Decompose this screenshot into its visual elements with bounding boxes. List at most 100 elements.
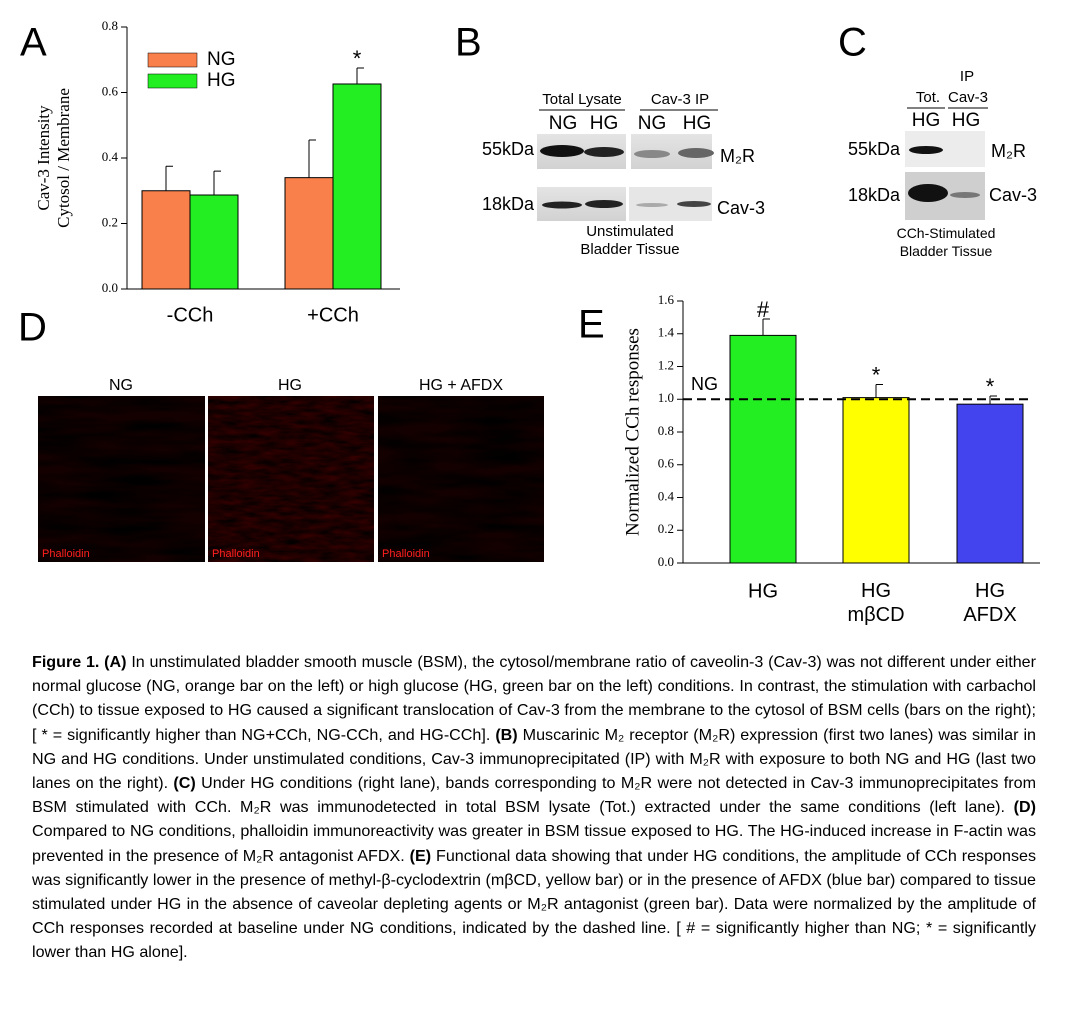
x-tick-label: +CCh bbox=[307, 304, 359, 326]
bar-chart: 0.0 0.2 0.4 0.6 0.8 1.0 1.2 1.4 1.6 Normalized CC… bbox=[622, 292, 1040, 626]
band bbox=[585, 200, 623, 208]
images-d: NG HG HG + AFDX Phalloidin Phalloidin Ph… bbox=[38, 377, 544, 562]
lane-label: NG bbox=[549, 113, 578, 134]
panel-label: A bbox=[20, 21, 47, 65]
x-tick-label: -CCh bbox=[167, 304, 214, 326]
image-title: HG bbox=[278, 377, 302, 394]
reference-label: NG bbox=[691, 374, 718, 394]
caption-bold: (E) bbox=[409, 846, 432, 865]
error-bar bbox=[165, 165, 173, 191]
text-line: Unstimulated bbox=[586, 223, 674, 240]
protein-label: M₂R bbox=[720, 146, 755, 166]
image-title: NG bbox=[109, 377, 133, 394]
band bbox=[950, 192, 980, 198]
blot-caption: Unstimulated Bladder Tissue bbox=[580, 223, 679, 258]
caption-bold: (B) bbox=[495, 725, 518, 744]
caption-text: Functional data showing that under HG co… bbox=[32, 846, 1036, 962]
error-bar bbox=[989, 395, 997, 405]
bar-chart: 0.0 0.2 0.4 0.6 0.8 Cav-3 IntensityCytosol / … bbox=[34, 18, 400, 326]
caption-bold: Figure 1. (A) bbox=[32, 653, 127, 671]
y-tick-label: 0.4 bbox=[658, 488, 675, 503]
y-tick-label: 0.2 bbox=[658, 521, 674, 536]
marker-label: 55kDa bbox=[482, 139, 535, 159]
error-bar bbox=[356, 67, 364, 84]
stain-label: Phalloidin bbox=[42, 548, 90, 560]
band bbox=[634, 150, 670, 158]
text-line: mβCD bbox=[847, 604, 904, 626]
marker-label: 18kDa bbox=[848, 185, 901, 205]
y-tick-label: 0.2 bbox=[102, 214, 118, 229]
annotation: # bbox=[757, 297, 770, 322]
legend-label: NG bbox=[207, 49, 236, 70]
band bbox=[908, 184, 948, 202]
bar bbox=[284, 177, 334, 290]
panel-label: E bbox=[578, 303, 605, 347]
error-bar bbox=[308, 139, 316, 178]
error-bar bbox=[213, 170, 221, 196]
stain-label: Phalloidin bbox=[382, 548, 430, 560]
caption-bold: (D) bbox=[1013, 798, 1036, 817]
micrograph bbox=[208, 396, 374, 562]
blot-caption: CCh-Stimulated Bladder Tissue bbox=[897, 225, 996, 259]
legend-swatch bbox=[147, 73, 198, 89]
x-tick-label: HG AFDX bbox=[963, 580, 1016, 626]
protein-label: Cav-3 bbox=[989, 185, 1037, 205]
figure-caption: Figure 1. (A) In unstimulated bladder sm… bbox=[32, 650, 1036, 965]
y-tick-label: 0.0 bbox=[658, 554, 674, 569]
text-line: Bladder Tissue bbox=[900, 243, 993, 259]
bar bbox=[141, 190, 191, 290]
text-line: Cav-3 Intensity bbox=[34, 105, 53, 211]
band bbox=[540, 145, 584, 157]
x-tick-label: HG bbox=[748, 580, 778, 602]
marker-label: 18kDa bbox=[482, 194, 535, 214]
ip-label: IP bbox=[960, 68, 974, 85]
lane-label: NG bbox=[638, 113, 667, 134]
figure: A B C D E Total Lysate Cav-3 IP NG HG NG… bbox=[18, 18, 1040, 626]
y-axis-label: Normalized CCh responses bbox=[622, 328, 643, 536]
stain-label: Phalloidin bbox=[212, 548, 260, 560]
y-tick-label: 0.6 bbox=[658, 456, 675, 471]
protein-label: M₂R bbox=[991, 141, 1026, 161]
image-title: HG + AFDX bbox=[419, 377, 503, 394]
error-bar bbox=[762, 318, 770, 336]
annotation: * bbox=[353, 46, 362, 71]
annotation: * bbox=[986, 374, 995, 399]
band bbox=[677, 201, 711, 207]
bar bbox=[189, 194, 239, 290]
caption-bold: (C) bbox=[173, 774, 196, 793]
error-bar bbox=[875, 384, 883, 398]
caption-text: Muscarinic M₂ receptor (M₂R) expression … bbox=[32, 725, 1036, 793]
band bbox=[584, 147, 624, 157]
y-tick-label: 0.8 bbox=[658, 423, 674, 438]
lane-label: HG bbox=[912, 110, 941, 131]
panel-label: C bbox=[838, 21, 867, 65]
legend-label: HG bbox=[207, 70, 236, 91]
band bbox=[678, 148, 714, 158]
band bbox=[542, 201, 582, 209]
lane-group: Cav-3 IP bbox=[651, 91, 709, 108]
y-tick-label: 0.6 bbox=[102, 83, 119, 98]
y-tick-label: 1.4 bbox=[658, 325, 675, 340]
panel-label: B bbox=[455, 21, 482, 65]
lane-label: HG bbox=[590, 113, 619, 134]
y-tick-label: 1.2 bbox=[658, 357, 674, 372]
micrograph bbox=[38, 396, 205, 562]
lane-group: Total Lysate bbox=[542, 91, 622, 108]
annotation: * bbox=[872, 362, 881, 387]
lane-group: Tot. bbox=[916, 89, 940, 106]
micrograph bbox=[378, 396, 544, 562]
blot-b: Total Lysate Cav-3 IP NG HG NG HG 55kDa … bbox=[482, 91, 765, 258]
bar bbox=[332, 83, 382, 290]
marker-label: 55kDa bbox=[848, 139, 901, 159]
lane-group: Cav-3 bbox=[948, 89, 988, 106]
y-tick-label: 0.0 bbox=[102, 280, 118, 295]
caption-text: Under HG conditions (right lane), bands … bbox=[32, 774, 1036, 817]
text-line: HG bbox=[975, 580, 1005, 602]
caption-text: In unstimulated bladder smooth muscle (B… bbox=[32, 653, 1036, 744]
x-tick-label: HG mβCD bbox=[847, 580, 904, 626]
y-tick-label: 1.6 bbox=[658, 292, 675, 307]
y-tick-label: 1.0 bbox=[658, 390, 674, 405]
y-axis-label: Cav-3 IntensityCytosol / Membrane bbox=[34, 88, 73, 228]
protein-label: Cav-3 bbox=[717, 198, 765, 218]
